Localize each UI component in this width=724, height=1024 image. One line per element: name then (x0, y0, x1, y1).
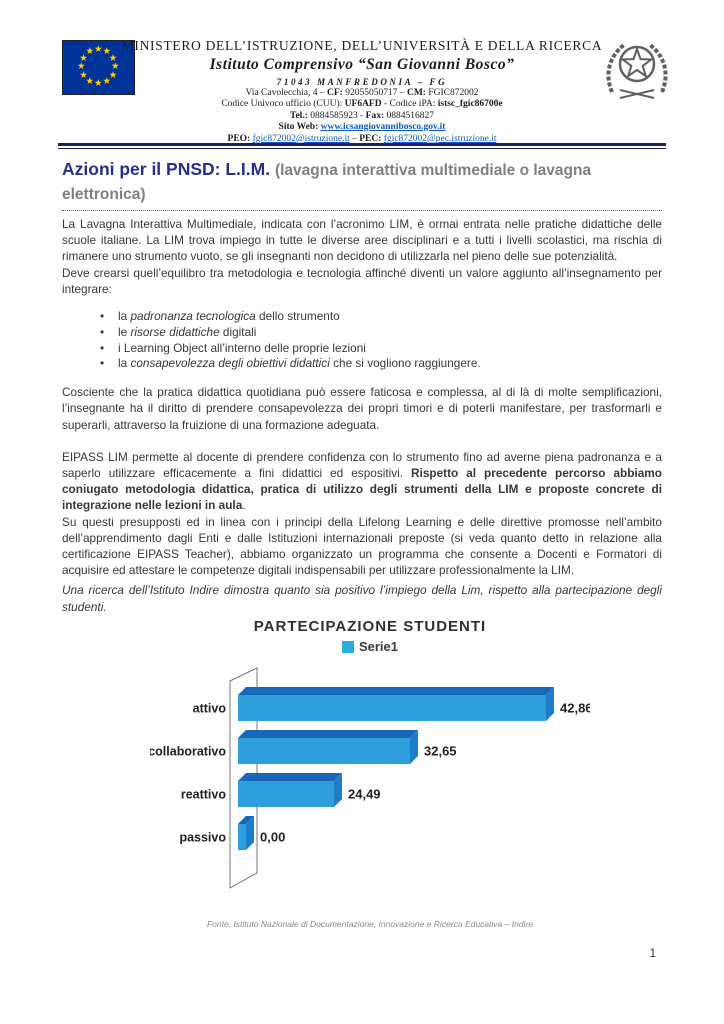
paragraph-presupposti: Su questi presupposti ed in linea con i … (62, 514, 662, 578)
svg-text:24,49: 24,49 (348, 786, 381, 801)
flag-star: ★ (94, 78, 103, 89)
header-separator-thin (58, 148, 666, 149)
paragraph-cosciente: Cosciente che la pratica didattica quoti… (62, 385, 662, 432)
bar-chart-svg: attivo 42,86 collaborativo 32,65 reattivo 24,… (150, 667, 590, 889)
page-title-subtitle: (lavagna interattiva multimediale o lava… (62, 162, 592, 203)
page-title-main: Azioni per il PNSD: L.I.M. (62, 159, 275, 179)
flag-star: ★ (85, 46, 95, 58)
page-title: Azioni per il PNSD: L.I.M. (lavagna inte… (62, 158, 662, 211)
flag-star: ★ (102, 75, 112, 87)
institute-codes-line: Codice Univoco ufficio (CUU): UF6AFD - C… (221, 99, 503, 109)
link[interactable]: fgic872002@istruzione.it (252, 133, 350, 144)
svg-text:42,86: 42,86 (560, 700, 590, 715)
bullet-list: la padronanza tecnologica dello strument… (62, 309, 662, 372)
list-item: la consapevolezza degli obiettivi didatt… (100, 356, 662, 372)
flag-star: ★ (108, 69, 118, 81)
link[interactable]: fgic872002@pec.istruzione.it (383, 133, 497, 144)
svg-text:reattivo: reattivo (181, 787, 227, 801)
paragraph-ricerca-indire: Una ricerca dell’Istituto Indire dimostr… (62, 583, 662, 614)
svg-text:0,00: 0,00 (260, 829, 285, 844)
page-number: 1 (649, 948, 656, 960)
flag-star: ★ (111, 61, 120, 72)
flag-star: ★ (77, 61, 86, 72)
svg-text:passivo: passivo (179, 830, 226, 844)
flag-star: ★ (79, 52, 88, 64)
svg-text:32,65: 32,65 (424, 743, 457, 758)
list-item: i Learning Object all’interno delle prop… (100, 341, 662, 357)
flag-star: ★ (102, 46, 112, 58)
header-separator-thick (58, 143, 666, 146)
list-item: le risorse didattiche digitali (100, 325, 662, 341)
chart-legend: Serie1 (150, 637, 590, 657)
flag-star: ★ (108, 52, 118, 64)
paragraph-eipass: EIPASS LIM permette al docente di prende… (62, 449, 662, 513)
institute-city-line: 71043 MANFREDONIA – FG (276, 77, 448, 87)
document-body: Azioni per il PNSD: L.I.M. (lavagna inte… (62, 150, 662, 929)
paragraph-intro: La Lavagna Interattiva Multimediale, ind… (62, 217, 662, 264)
flag-star: ★ (94, 44, 103, 55)
eu-flag-icon: ★ ★ ★ ★ ★ ★ ★ ★ ★ ★ ★ ★ (62, 40, 135, 95)
chart-title: PARTECIPAZIONE STUDENTI (253, 617, 487, 635)
institute-email-line: PEO: fgic872002@istruzione.it – PEC: fgi… (227, 133, 497, 144)
link[interactable]: www.icsangiovannibosco.gov.it (320, 122, 446, 132)
institute-website-line: Sito Web: www.icsangiovannibosco.gov.it (278, 122, 446, 132)
italy-emblem-icon (606, 43, 668, 99)
ministry-title: MINISTERO DELL’ISTRUZIONE, DELL’UNIVERSI… (121, 38, 603, 53)
svg-text:collaborativo: collaborativo (150, 744, 226, 758)
legend-swatch-icon (341, 640, 354, 653)
institute-fiscal-line: Via Cavolecchia, 4 – CF: 92055050717 – C… (245, 87, 479, 98)
paragraph-equilibrio: Deve crearsi quell’equilibro tra metodol… (62, 265, 662, 296)
participation-chart: PARTECIPAZIONE STUDENTI Serie1 attivo 42,… (150, 617, 590, 929)
flag-star: ★ (85, 75, 95, 87)
institute-phone-line: Tel.: 0884585923 - Fax: 0884516827 (290, 110, 434, 121)
list-item: la padronanza tecnologica dello strument… (100, 309, 662, 325)
institute-name: Istituto Comprensivo “San Giovanni Bosco… (209, 56, 515, 73)
legend-label: Serie1 (358, 639, 399, 655)
svg-text:attivo: attivo (193, 701, 227, 715)
chart-source-caption: Fonte: Istituto Nazionale di Documentazi… (206, 918, 534, 929)
flag-star: ★ (79, 69, 88, 81)
